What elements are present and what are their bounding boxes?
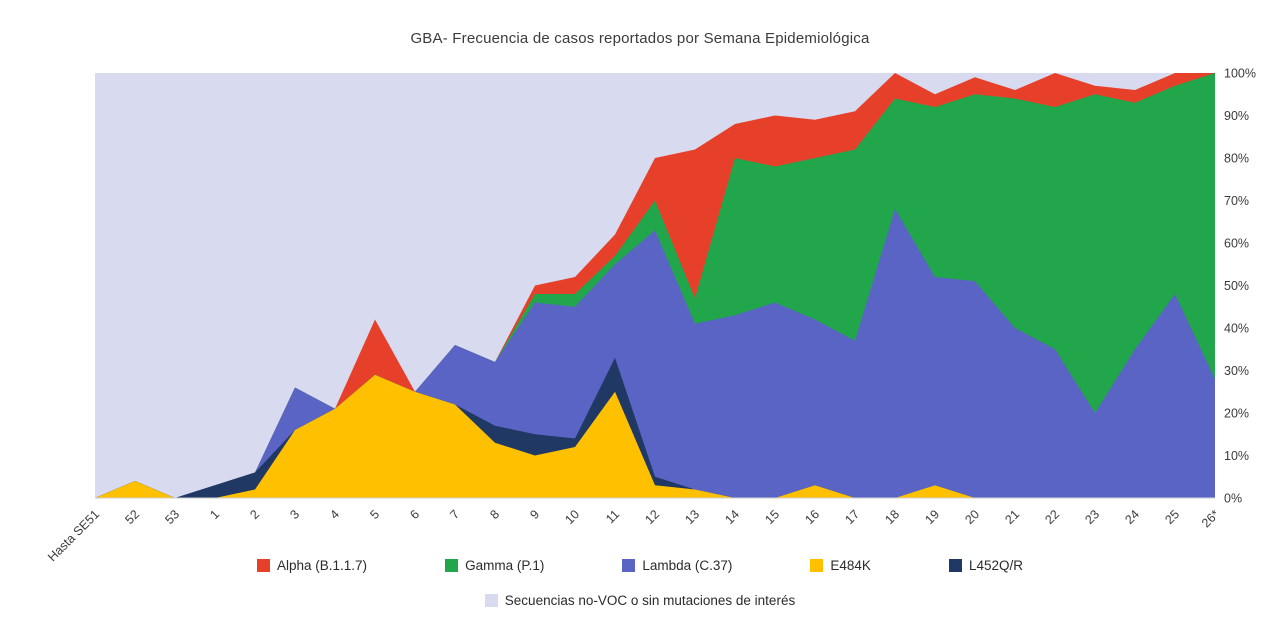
legend-item-l452q-r: L452Q/R (948, 558, 1023, 573)
x-axis-tick-label: 13 (682, 507, 702, 527)
y-axis-tick-label: 60% (1224, 237, 1249, 251)
x-axis-tick-label: 52 (122, 507, 142, 527)
x-axis-tick-label: 11 (603, 507, 622, 526)
area-e484k (95, 374, 1215, 498)
legend-label: Lambda (C.37) (642, 558, 733, 573)
legend-item-secuencias-no-voc-o-sin-mutaciones-de-inter-s: Secuencias no-VOC o sin mutaciones de in… (484, 593, 796, 608)
x-axis-tick-label: 8 (487, 507, 502, 522)
x-axis-tick-label: 53 (162, 507, 182, 527)
x-axis-tick-label: 9 (527, 507, 542, 522)
legend-label: E484K (830, 558, 871, 573)
y-axis-tick-label: 30% (1224, 364, 1249, 378)
x-axis-tick-label: 15 (762, 507, 782, 527)
x-axis-tick-label: 5 (367, 507, 382, 522)
y-axis-tick-label: 10% (1224, 449, 1249, 463)
x-axis-tick-label: 18 (882, 507, 902, 527)
x-axis-tick-label: 22 (1042, 507, 1062, 527)
legend-swatch-alpha-b-1-1-7 (257, 559, 270, 572)
x-axis-tick-label: 20 (962, 507, 982, 527)
legend-label: L452Q/R (968, 558, 1023, 573)
legend-item-alpha-b-1-1-7: Alpha (B.1.1.7) (257, 558, 367, 573)
legend-item-e484k: E484K (810, 558, 871, 573)
x-axis-tick-label: 19 (922, 507, 942, 527)
x-axis-tick-label: 23 (1082, 507, 1102, 527)
x-axis-tick-label: 17 (842, 507, 862, 527)
legend-label: Alpha (B.1.1.7) (277, 558, 368, 573)
y-axis-tick-label: 70% (1224, 194, 1249, 208)
legend-swatch-secuencias-no-voc-o-sin-mutaciones-de-inter-s (484, 594, 498, 607)
legend-swatch-e484k (810, 559, 824, 572)
legend-label: Secuencias no-VOC o sin mutaciones de in… (504, 593, 796, 608)
x-axis-tick-label: Hasta SE51 (45, 507, 102, 564)
x-axis-tick-label: 21 (1002, 507, 1022, 527)
x-axis-tick-label: 26* (1199, 507, 1222, 530)
chart-title: GBA- Frecuencia de casos reportados por … (410, 30, 870, 47)
legend-row-2: Secuencias no-VOC o sin mutaciones de in… (0, 593, 1280, 608)
x-axis-tick-label: 4 (327, 507, 342, 522)
legend-swatch-l452q-r (948, 559, 962, 572)
y-axis-tick-label: 50% (1224, 279, 1249, 293)
y-axis-tick-label: 90% (1224, 109, 1249, 123)
legend-row-1: Alpha (B.1.1.7) Gamma (P.1) Lambda (C.37) E… (0, 558, 1280, 573)
x-axis-tick-label: 1 (207, 507, 222, 522)
legend-swatch-lambda-c-37 (622, 559, 636, 572)
x-axis-tick-label: 7 (447, 507, 462, 522)
x-axis-tick-label: 10 (562, 507, 582, 527)
legend-label: Gamma (P.1) (465, 558, 545, 573)
x-axis-tick-label: 25 (1162, 507, 1182, 527)
x-axis-tick-label: 6 (407, 507, 422, 522)
x-axis-tick-label: 3 (287, 507, 302, 522)
y-axis-tick-label: 80% (1224, 152, 1249, 166)
y-axis-tick-label: 40% (1224, 322, 1249, 336)
legend-item-gamma-p-1: Gamma (P.1) (445, 558, 544, 573)
x-axis-tick-label: 14 (722, 507, 742, 527)
y-axis-tick-label: 100% (1224, 67, 1256, 81)
legend-item-lambda-c-37: Lambda (C.37) (622, 558, 732, 573)
x-axis-tick-label: 2 (247, 507, 262, 522)
x-axis-tick-label: 12 (642, 507, 662, 527)
y-axis-tick-label: 20% (1224, 407, 1249, 421)
x-axis-tick-label: 24 (1122, 507, 1142, 527)
y-axis-tick-label: 0% (1224, 492, 1242, 506)
x-axis-tick-label: 16 (802, 507, 822, 527)
legend-swatch-gamma-p-1 (445, 559, 459, 572)
